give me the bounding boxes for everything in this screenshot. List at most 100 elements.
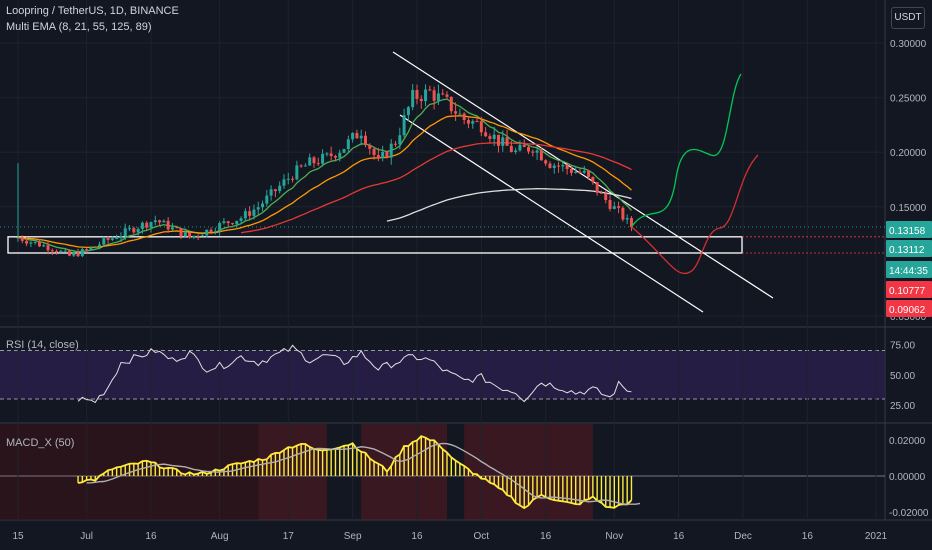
indicator-title[interactable]: Multi EMA (8, 21, 55, 125, 89) bbox=[6, 21, 152, 33]
candle-body bbox=[72, 252, 76, 256]
candle-body bbox=[252, 209, 256, 216]
candle-body bbox=[89, 247, 93, 250]
currency-button[interactable]: USDT bbox=[891, 7, 925, 29]
candle-body bbox=[256, 207, 260, 210]
symbol-title[interactable]: Loopring / TetherUS, 1D, BINANCE bbox=[6, 5, 179, 17]
price-tag-label: 0.09062 bbox=[889, 305, 926, 316]
candle-body bbox=[299, 165, 303, 167]
candle-body bbox=[544, 160, 548, 164]
bullish-projection bbox=[630, 73, 742, 228]
candle-body bbox=[569, 169, 573, 173]
price-tick-label: 0.15000 bbox=[890, 203, 927, 214]
candle-body bbox=[170, 227, 174, 230]
candle-body bbox=[295, 165, 299, 180]
candles bbox=[16, 84, 633, 258]
candle-body bbox=[552, 165, 556, 168]
candle-body bbox=[123, 228, 127, 236]
candle-body bbox=[76, 252, 80, 257]
candle-body bbox=[428, 89, 432, 91]
time-tick-label: 15 bbox=[12, 531, 24, 542]
candle-body bbox=[93, 246, 97, 248]
candle-body bbox=[239, 218, 243, 221]
candle-body bbox=[509, 145, 513, 152]
candle-body bbox=[200, 235, 204, 237]
candle-body bbox=[308, 157, 312, 166]
candle-body bbox=[179, 228, 183, 237]
macd-label[interactable]: MACD_X (50) bbox=[6, 437, 75, 449]
candle-body bbox=[286, 178, 290, 180]
candle-body bbox=[291, 178, 295, 180]
support-zone[interactable] bbox=[0, 226, 885, 254]
candle-body bbox=[110, 238, 114, 240]
macd-tick-label: 0.02000 bbox=[889, 436, 926, 447]
candle-body bbox=[608, 200, 612, 209]
macd-line bbox=[77, 435, 633, 510]
grid-lines bbox=[0, 0, 885, 520]
candle-body bbox=[119, 235, 123, 239]
ema-125-line bbox=[386, 188, 632, 222]
candle-body bbox=[454, 111, 458, 114]
candle-body bbox=[578, 171, 582, 173]
candle-body bbox=[248, 211, 252, 216]
candle-body bbox=[488, 136, 492, 139]
candle-body bbox=[140, 222, 144, 229]
time-tick-label: Sep bbox=[344, 531, 362, 542]
candle-body bbox=[145, 222, 149, 228]
descending-channel[interactable] bbox=[392, 51, 774, 313]
candle-body bbox=[209, 229, 213, 233]
rsi-tick-label: 75.00 bbox=[890, 341, 915, 352]
rsi-label[interactable]: RSI (14, close) bbox=[6, 339, 79, 351]
candle-body bbox=[235, 220, 239, 225]
candle-body bbox=[462, 113, 466, 121]
candle-body bbox=[436, 93, 440, 101]
candle-body bbox=[449, 96, 453, 112]
time-axis[interactable]: 15 Jul 16 Aug 17 Sep 16 Oct 16 Nov 16 Dec 16 2021 bbox=[12, 531, 887, 542]
candle-body bbox=[389, 143, 393, 158]
candle-body bbox=[574, 171, 578, 173]
candle-body bbox=[63, 250, 67, 252]
candle-body bbox=[604, 193, 608, 201]
candle-body bbox=[80, 249, 84, 257]
price-tick-label: 0.25000 bbox=[890, 94, 927, 105]
candle-body bbox=[539, 150, 543, 161]
candle-body bbox=[128, 228, 132, 230]
candle-body bbox=[599, 192, 603, 194]
macd-tick-label: 0.00000 bbox=[889, 472, 926, 483]
candle-body bbox=[166, 220, 170, 230]
candle-body bbox=[612, 206, 616, 209]
candle-body bbox=[466, 120, 470, 124]
candle-body bbox=[629, 218, 633, 228]
candle-body bbox=[441, 93, 445, 95]
candle-body bbox=[278, 185, 282, 192]
candle-body bbox=[222, 221, 226, 224]
candle-body bbox=[565, 165, 569, 170]
candle-body bbox=[192, 235, 196, 238]
candle-body bbox=[445, 94, 449, 97]
candle-body bbox=[29, 242, 33, 244]
candle-body bbox=[621, 207, 625, 220]
candle-body bbox=[381, 151, 385, 159]
time-tick-label: 16 bbox=[145, 531, 157, 542]
candle-body bbox=[273, 189, 277, 192]
candle-body bbox=[50, 250, 54, 252]
candle-body bbox=[312, 157, 316, 164]
candle-body bbox=[37, 241, 41, 247]
price-tag-label: 0.13112 bbox=[889, 245, 925, 256]
candle-body bbox=[595, 182, 599, 193]
time-tick-label: 16 bbox=[540, 531, 552, 542]
price-axis[interactable]: 0.30000 0.25000 0.20000 0.15000 0.05000 75.00… bbox=[889, 39, 929, 519]
candle-body bbox=[406, 107, 410, 116]
candle-body bbox=[557, 165, 561, 167]
rsi-band bbox=[0, 350, 885, 399]
time-tick-label: 16 bbox=[802, 531, 814, 542]
candle-body bbox=[265, 195, 269, 204]
bearish-projection bbox=[631, 154, 759, 275]
time-tick-label: 16 bbox=[411, 531, 423, 542]
price-tick-label: 0.20000 bbox=[890, 148, 927, 159]
price-tag-label: 0.13158 bbox=[889, 226, 926, 237]
price-projections[interactable] bbox=[630, 73, 759, 275]
candle-body bbox=[59, 250, 63, 253]
price-tag bbox=[886, 281, 932, 298]
candle-body bbox=[359, 135, 363, 139]
